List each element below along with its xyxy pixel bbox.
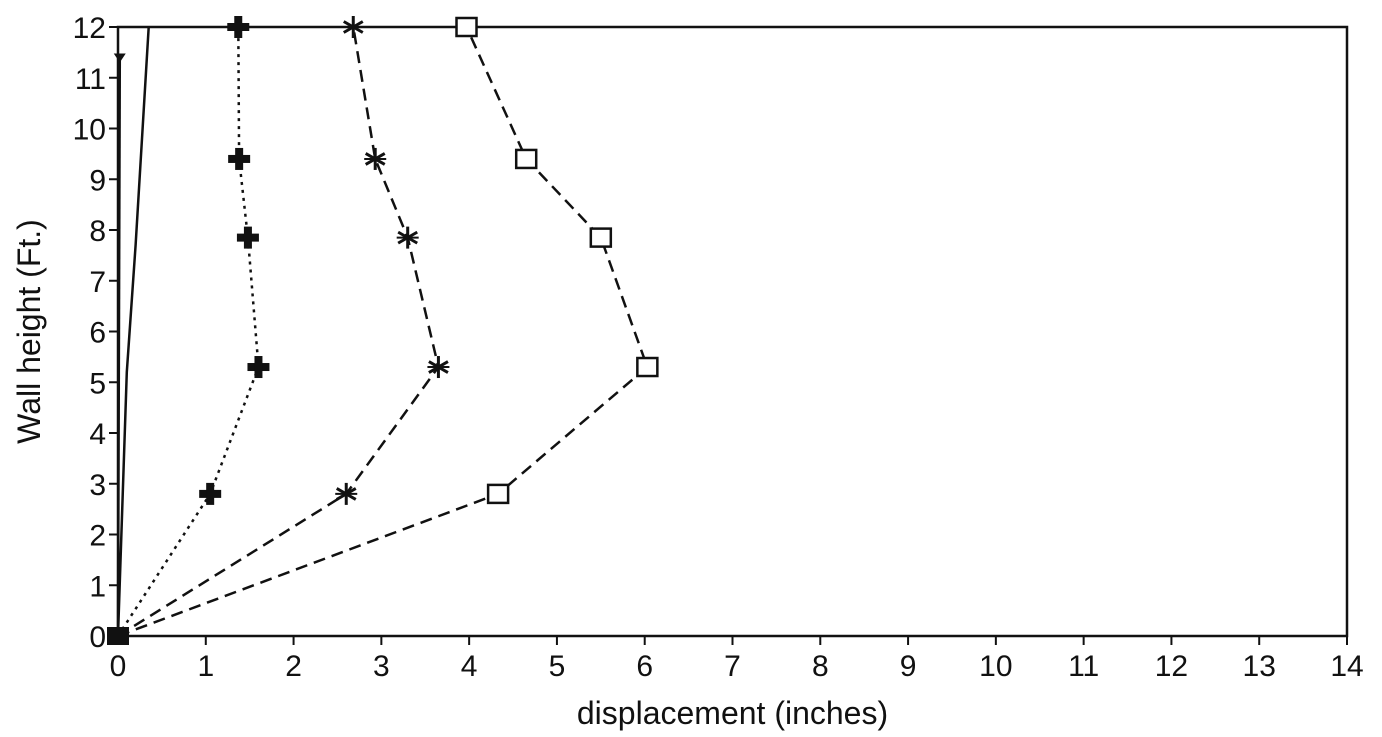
x-axis-title: displacement (inches)	[577, 695, 888, 731]
y-tick-label: 6	[89, 317, 106, 350]
x-tick-label: 3	[373, 650, 390, 683]
y-tick-label: 9	[89, 164, 106, 197]
data-point-asterisk-marker	[396, 226, 419, 249]
y-tick-label: 3	[89, 469, 106, 502]
series-1	[116, 26, 150, 637]
series-3	[116, 16, 270, 637]
y-tick-label: 0	[89, 621, 106, 654]
x-tick-label: 5	[549, 650, 566, 683]
y-tick-label: 12	[73, 12, 106, 45]
x-tick-label: 14	[1330, 650, 1363, 683]
data-point-asterisk-marker	[342, 16, 365, 38]
y-axis-title: Wall height (Ft.)	[11, 219, 47, 444]
data-point-plus-marker	[199, 482, 222, 505]
series-layer	[107, 16, 659, 645]
x-tick-label: 9	[900, 650, 917, 683]
x-tick-label: 10	[979, 650, 1012, 683]
origin-marker	[107, 627, 129, 645]
x-tick-label: 1	[197, 650, 214, 683]
x-axis: 0 1 2 3 4 5 6 7 8 9 10 11 12 13 14	[110, 636, 1364, 683]
data-point-plus-marker	[236, 226, 259, 249]
x-tick-label: 13	[1243, 650, 1276, 683]
series-2-line	[116, 57, 122, 637]
data-point-asterisk-marker	[427, 356, 450, 379]
y-tick-label: 1	[89, 570, 106, 603]
data-point-square-marker	[636, 356, 659, 378]
x-tick-label: 12	[1155, 650, 1188, 683]
data-point-square-marker	[455, 16, 478, 38]
series-1-line	[116, 26, 150, 637]
data-point-asterisk-marker	[364, 147, 387, 170]
y-tick-label: 2	[89, 520, 106, 553]
series-4	[117, 16, 450, 638]
x-tick-label: 6	[636, 650, 653, 683]
data-point-plus-marker	[228, 147, 251, 170]
data-point-plus-marker	[227, 16, 250, 38]
x-tick-label: 0	[110, 650, 127, 683]
x-tick-label: 4	[461, 650, 478, 683]
x-tick-label: 2	[285, 650, 302, 683]
data-point-plus-marker	[247, 356, 270, 379]
series-5-line	[117, 26, 649, 638]
data-point-square-marker	[514, 148, 538, 170]
x-tick-label: 7	[724, 650, 741, 683]
series-5	[117, 16, 659, 638]
data-point-triangle-down-marker	[113, 53, 126, 63]
y-tick-label: 10	[73, 114, 106, 147]
data-point-asterisk-marker	[335, 482, 358, 505]
x-tick-label: 11	[1068, 650, 1099, 683]
data-point-square-marker	[486, 483, 510, 505]
series-2	[113, 53, 126, 637]
series-4-line	[117, 26, 440, 638]
plot-frame	[116, 25, 1349, 638]
y-tick-label: 8	[89, 215, 106, 248]
y-tick-label: 11	[75, 63, 106, 96]
data-point-square-marker	[589, 227, 613, 248]
x-tick-label: 8	[812, 650, 829, 683]
series-3-line	[116, 26, 260, 637]
y-tick-label: 4	[89, 418, 106, 451]
y-tick-label: 7	[89, 266, 106, 299]
y-tick-label: 5	[89, 367, 106, 400]
